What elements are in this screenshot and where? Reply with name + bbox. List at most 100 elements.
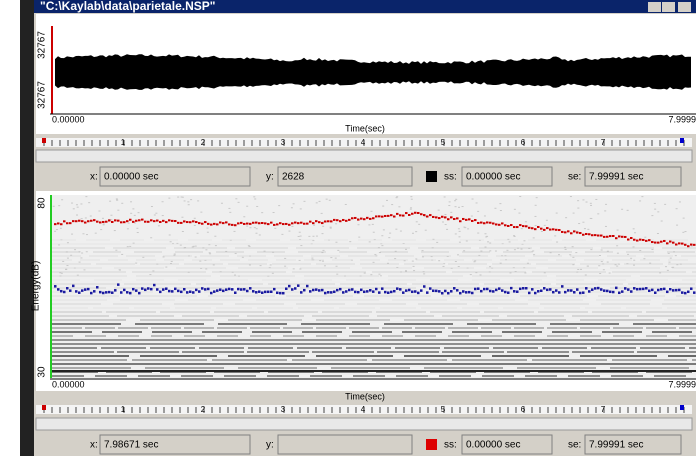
speckle xyxy=(372,224,374,225)
pitch-dot xyxy=(57,288,60,291)
energy-dot xyxy=(543,229,546,231)
energy-dot xyxy=(534,228,537,230)
speckle xyxy=(684,231,686,232)
pitch-dot xyxy=(330,291,333,294)
pitch-dot xyxy=(93,290,96,293)
speckle xyxy=(582,222,584,223)
ruler-label: 7 xyxy=(601,138,606,147)
speckle xyxy=(170,241,172,242)
speckle xyxy=(335,258,337,259)
energy-dot xyxy=(204,221,207,223)
pitch-dot xyxy=(375,288,378,291)
energy-dot xyxy=(486,221,489,223)
speckle xyxy=(617,253,619,254)
energy-dot xyxy=(312,222,315,224)
speckle xyxy=(228,208,230,209)
pitch-dot xyxy=(204,288,207,291)
pitch-dot xyxy=(591,288,594,291)
pitch-dot xyxy=(540,290,543,293)
pitch-dot xyxy=(531,288,534,291)
pitch-dot xyxy=(444,290,447,293)
x-axis-label: Time(sec) xyxy=(345,123,385,133)
energy-dot xyxy=(513,226,516,228)
speckle xyxy=(358,237,360,238)
speckle xyxy=(61,199,63,200)
scrollbar[interactable] xyxy=(36,418,692,430)
energy-dot xyxy=(531,227,534,229)
energy-dot xyxy=(525,225,528,227)
speckle xyxy=(293,203,295,204)
pitch-dot xyxy=(528,292,531,295)
speckle xyxy=(158,225,160,226)
speckle xyxy=(65,269,67,270)
energy-dot xyxy=(192,220,195,222)
speckle xyxy=(657,211,659,212)
energy-dot xyxy=(321,222,324,224)
pitch-dot xyxy=(507,291,510,294)
speckle xyxy=(679,201,681,202)
energy-dot xyxy=(432,216,435,218)
y-field xyxy=(278,435,412,454)
energy-dot xyxy=(294,222,297,224)
end-marker xyxy=(680,138,684,143)
speckle xyxy=(590,203,592,204)
energy-dot xyxy=(636,240,639,242)
scrollbar[interactable] xyxy=(36,150,692,162)
energy-dot xyxy=(228,223,231,225)
energy-dot xyxy=(648,239,651,241)
energy-dot xyxy=(309,221,312,223)
speckle xyxy=(436,242,438,243)
speckle xyxy=(454,200,456,201)
energy-dot xyxy=(63,220,66,222)
speckle xyxy=(209,253,211,254)
energy-dot xyxy=(231,224,234,226)
speckle xyxy=(238,202,240,203)
energy-dot xyxy=(528,227,531,229)
energy-dot xyxy=(354,217,357,219)
speckle xyxy=(142,257,144,258)
color-swatch[interactable] xyxy=(426,439,437,450)
maximize-button[interactable] xyxy=(662,2,675,12)
y-value: 2628 xyxy=(282,172,305,183)
speckle xyxy=(246,226,248,227)
pitch-dot xyxy=(327,291,330,294)
pitch-dot xyxy=(171,290,174,293)
energy-dot xyxy=(162,220,165,222)
energy-dot xyxy=(660,241,663,243)
energy-dot xyxy=(642,239,645,241)
pitch-dot xyxy=(351,288,354,291)
pitch-dot xyxy=(558,291,561,294)
color-swatch[interactable] xyxy=(426,171,437,182)
energy-dot xyxy=(567,230,570,232)
energy-dot xyxy=(675,243,678,245)
pitch-dot xyxy=(672,289,675,292)
energy-dot xyxy=(234,224,237,226)
speckle xyxy=(582,199,584,200)
speckle xyxy=(590,249,592,250)
speckle xyxy=(387,263,389,264)
energy-dot xyxy=(507,225,510,227)
minimize-button[interactable] xyxy=(648,2,661,12)
pitch-dot xyxy=(684,292,687,295)
energy-dot xyxy=(438,217,441,219)
speckle xyxy=(200,212,202,213)
speckle xyxy=(449,201,451,202)
speckle xyxy=(458,236,460,237)
pitch-dot xyxy=(246,290,249,293)
energy-dot xyxy=(624,236,627,238)
pitch-dot xyxy=(147,287,150,290)
pitch-dot xyxy=(411,291,414,294)
energy-dot xyxy=(177,222,180,224)
energy-dot xyxy=(141,219,144,221)
energy-dot xyxy=(270,222,273,224)
close-button[interactable] xyxy=(678,2,691,12)
energy-dot xyxy=(222,222,225,224)
pitch-dot xyxy=(483,288,486,291)
pitch-dot xyxy=(249,287,252,290)
speckle xyxy=(330,257,332,258)
speckle xyxy=(477,211,479,212)
speckle xyxy=(165,267,167,268)
pitch-dot xyxy=(108,291,111,294)
